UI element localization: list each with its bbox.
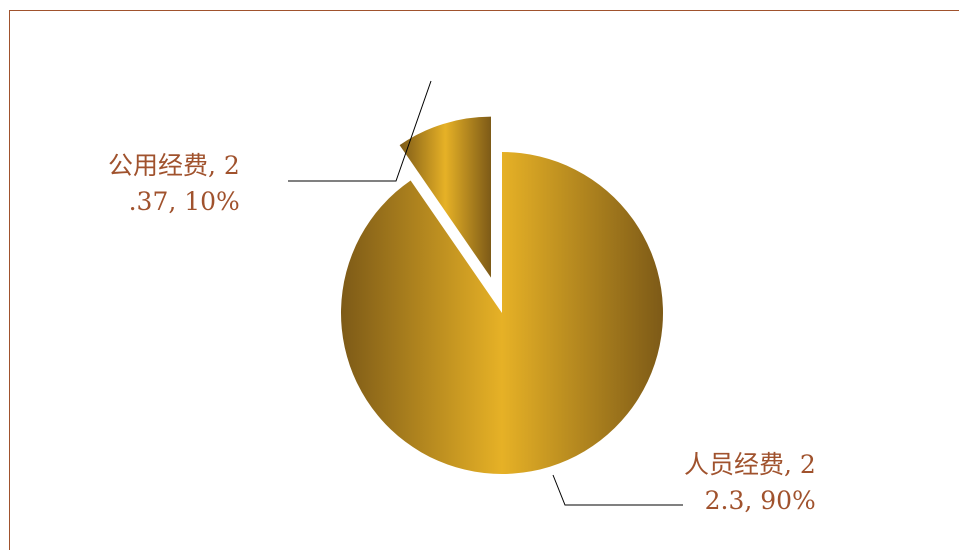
pie-slice-public <box>399 116 492 278</box>
chart-frame <box>9 10 959 550</box>
slice-label-personnel-line2: 2.3, 90% <box>704 486 816 515</box>
slice-label-public: 公用经费, 2 .37, 10% <box>108 148 240 220</box>
leader-line-public <box>288 80 432 182</box>
pie-slice-personnel <box>341 152 663 475</box>
pie-chart <box>288 80 683 506</box>
leader-line-personnel <box>552 474 683 506</box>
slice-label-public-line2: .37, 10% <box>128 187 240 216</box>
slice-label-public-line1: 公用经费, 2 <box>108 151 240 180</box>
slice-label-personnel-line1: 人员经费, 2 <box>684 450 816 479</box>
slice-label-personnel: 人员经费, 2 2.3, 90% <box>684 447 816 519</box>
